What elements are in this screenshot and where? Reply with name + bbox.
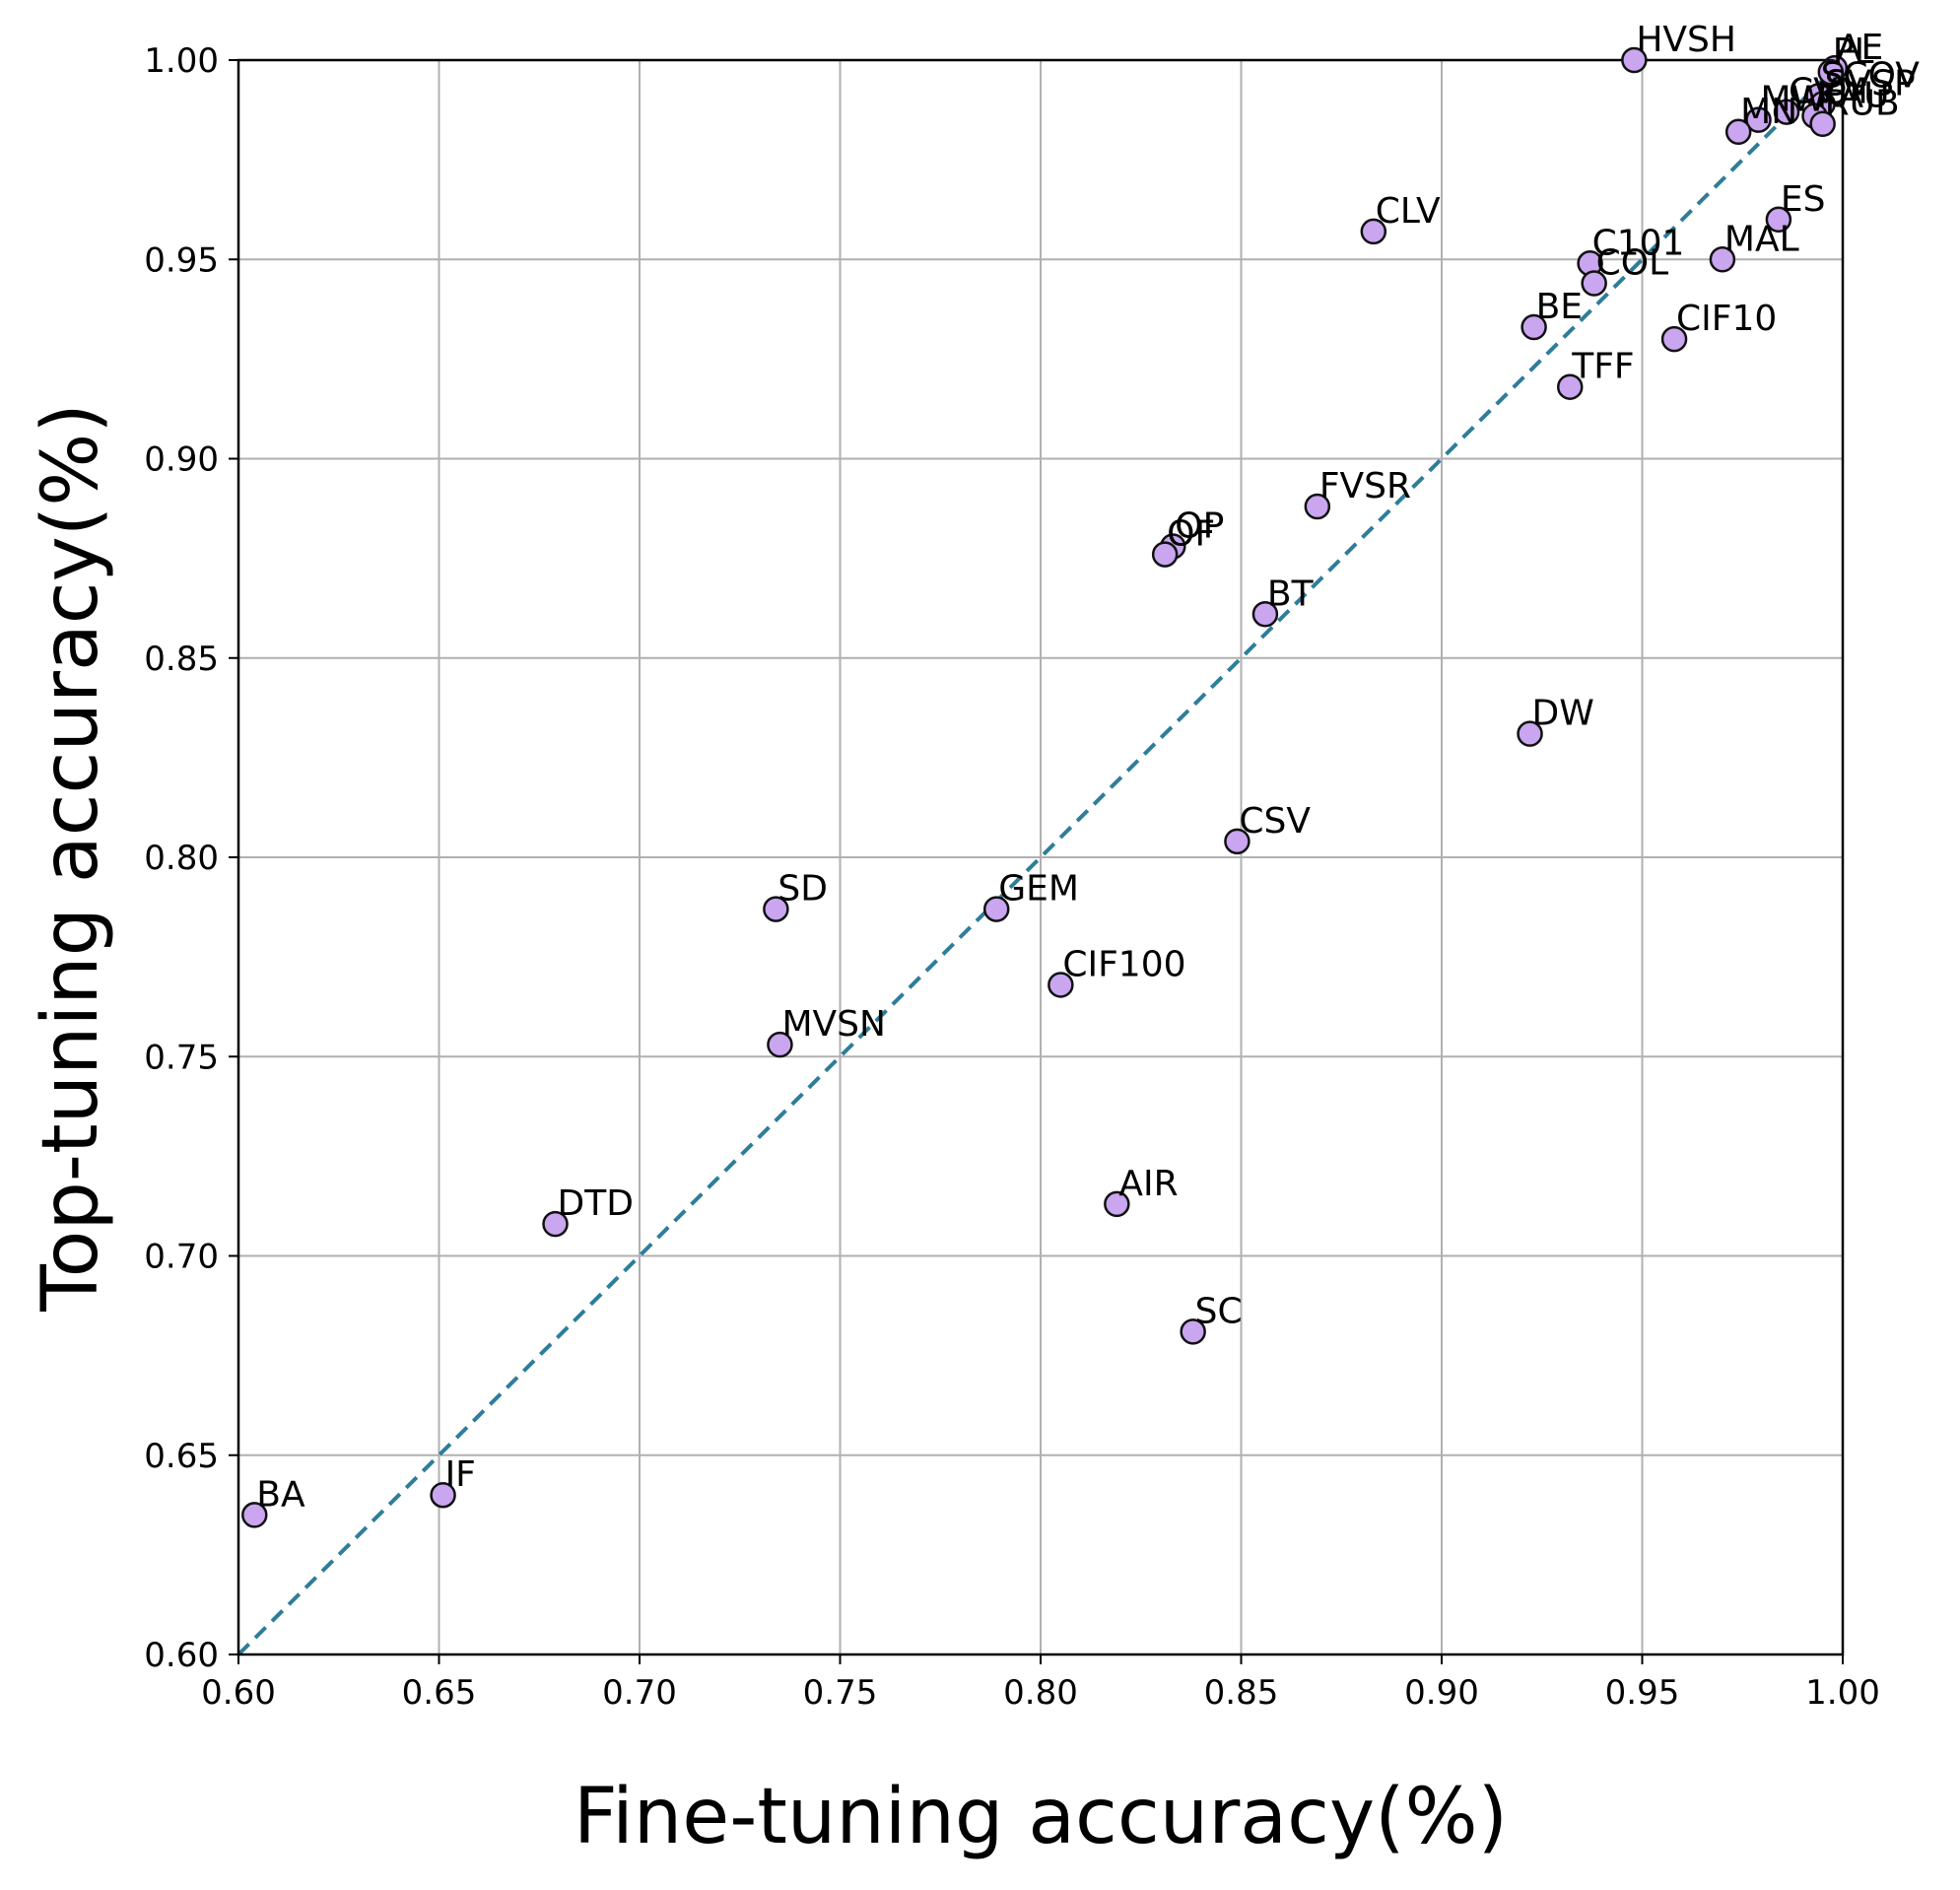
- y-tick-label-4: 0.80: [144, 839, 219, 878]
- point-label-rub: RUB: [1825, 84, 1900, 124]
- point-label-mvsn: MVSN: [781, 1004, 885, 1045]
- point-gem: [982, 896, 1010, 922]
- point-label-col: COL: [1596, 243, 1669, 284]
- x-tick-label-0: 0.60: [201, 1673, 276, 1713]
- point-tff: [1556, 373, 1584, 400]
- point-label-ae: AE: [1837, 28, 1883, 68]
- point-label-scov: SCOV: [1821, 55, 1921, 96]
- point-mvsn: [767, 1031, 793, 1058]
- point-mal: [1709, 246, 1736, 273]
- y-tick-label-2: 0.70: [144, 1238, 219, 1277]
- point-label-fvsr: FVSR: [1319, 466, 1411, 506]
- point-label-clv: CLV: [1376, 191, 1441, 232]
- x-tick-label-2: 0.70: [602, 1673, 677, 1713]
- point-label-csv: CSV: [1239, 801, 1311, 842]
- y-tick-label-0: 0.60: [144, 1636, 219, 1675]
- point-label-sc: SC: [1195, 1291, 1243, 1331]
- point-sc: [1180, 1318, 1206, 1345]
- point-label-hvsh: HVSH: [1636, 20, 1736, 60]
- y-axis-ticks: 0.60 0.65 0.70 0.75 0.80 0.85 0.90 0.95 1.00: [144, 41, 238, 1675]
- point-label-kau: KAU: [1817, 76, 1890, 116]
- point-label-cif100: CIF100: [1062, 944, 1185, 984]
- y-tick-label-1: 0.65: [144, 1437, 219, 1476]
- y-tick-label-7: 0.95: [144, 240, 219, 280]
- point-pl: [1817, 58, 1845, 86]
- point-cif10: [1660, 325, 1688, 353]
- point-ba: [241, 1502, 268, 1528]
- point-label-cif10: CIF10: [1676, 299, 1777, 339]
- point-label-dtd: DTD: [558, 1183, 634, 1224]
- x-tick-label-6: 0.90: [1404, 1673, 1479, 1713]
- point-label-ba: BA: [256, 1474, 305, 1515]
- x-axis-ticks: 0.60 0.65 0.70 0.75 0.80 0.85 0.90 0.95 1.00: [201, 1654, 1880, 1713]
- x-tick-label-4: 0.80: [1003, 1673, 1078, 1713]
- x-tick-label-8: 1.00: [1805, 1673, 1880, 1713]
- point-cvm: [1773, 99, 1800, 125]
- point-label-bt: BT: [1267, 574, 1315, 614]
- point-of: [1151, 541, 1179, 568]
- point-label-op: OP: [1175, 506, 1224, 546]
- point-label-svsp: SVSP: [1825, 63, 1916, 103]
- y-tick-label-3: 0.75: [144, 1038, 219, 1077]
- point-label-c101: C101: [1592, 223, 1685, 263]
- point-dtd: [542, 1210, 569, 1238]
- data-points: [241, 46, 1849, 1528]
- point-mw: [1745, 106, 1772, 133]
- point-label-tff: TFF: [1571, 347, 1634, 387]
- point-label-gem: GEM: [998, 869, 1079, 910]
- x-tick-label-1: 0.65: [402, 1673, 477, 1713]
- point-clv: [1360, 218, 1387, 245]
- x-axis-title: Fine-tuning accuracy(%): [574, 1773, 1508, 1861]
- x-tick-label-7: 0.95: [1605, 1673, 1680, 1713]
- point-rub: [1809, 110, 1836, 137]
- point-label-dw: DW: [1532, 694, 1594, 734]
- point-label-of: OF: [1167, 514, 1215, 555]
- point-label-mal: MAL: [1724, 219, 1799, 259]
- point-bt: [1251, 601, 1279, 628]
- point-fvsr: [1304, 493, 1331, 520]
- point-label-es: ES: [1781, 179, 1826, 220]
- point-label-cvm: CVM: [1789, 72, 1868, 112]
- point-label-air: AIR: [1118, 1164, 1178, 1204]
- point-mn: [1724, 118, 1752, 146]
- point-dw: [1517, 720, 1543, 747]
- point-air: [1104, 1190, 1130, 1218]
- y-axis-title: Top-tuning accuracy(%): [27, 403, 115, 1313]
- point-sd: [763, 896, 789, 922]
- x-tick-label-3: 0.75: [803, 1673, 878, 1713]
- point-if: [430, 1481, 456, 1509]
- point-es: [1765, 206, 1792, 234]
- point-csv: [1224, 828, 1250, 855]
- point-label-pl: PL: [1833, 32, 1874, 72]
- y-tick-label-5: 0.85: [144, 640, 219, 679]
- point-label-sd: SD: [777, 869, 828, 910]
- point-be: [1521, 313, 1547, 341]
- y-tick-label-6: 0.90: [144, 440, 219, 480]
- point-col: [1581, 270, 1607, 297]
- point-label-mw: MW: [1761, 80, 1827, 120]
- point-cif100: [1048, 972, 1074, 998]
- y-tick-label-8: 1.00: [144, 41, 219, 81]
- x-tick-label-5: 0.85: [1204, 1673, 1279, 1713]
- point-label-be: BE: [1536, 287, 1583, 327]
- point-label-if: IF: [445, 1454, 476, 1495]
- point-label-mn: MN: [1740, 92, 1797, 132]
- point-hvsh: [1621, 46, 1648, 74]
